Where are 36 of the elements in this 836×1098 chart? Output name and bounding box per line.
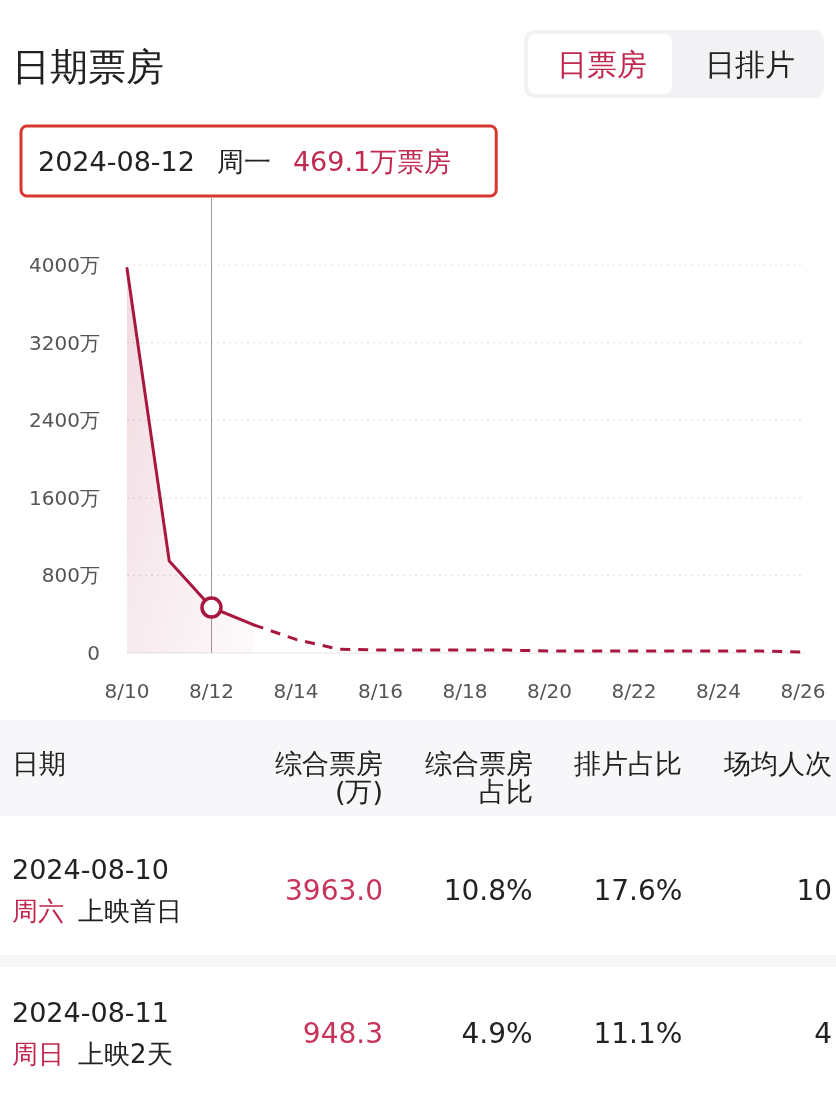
- category-label: 综合票房占比: [424, 747, 533, 807]
- category-label: 日期: [12, 747, 66, 779]
- text: 948.3: [302, 1016, 383, 1050]
- category-label: 综合票房(万): [275, 747, 383, 807]
- y-tick-label: 800万: [41, 563, 100, 588]
- text: 17.6%: [593, 873, 683, 907]
- y-tick-label: 4000万: [29, 253, 100, 277]
- x-tick-label: 8/14: [273, 679, 319, 703]
- text: 4: [814, 1016, 833, 1050]
- x-tick-label: 8/20: [527, 679, 572, 703]
- x-tick-label: 8/24: [696, 679, 741, 703]
- text: 3963.0: [285, 873, 383, 907]
- x-tick-label: 8/26: [780, 679, 826, 703]
- category-label: 场均人次: [723, 747, 833, 779]
- text: 11.1%: [593, 1016, 683, 1050]
- category-label: 周日 上映2天: [12, 1039, 173, 1069]
- x-tick-label: 8/18: [442, 679, 488, 703]
- category-label: 排片占比: [574, 747, 683, 779]
- category-label: 2024-08-11: [12, 996, 169, 1028]
- x-tick-label: 8/10: [104, 679, 150, 703]
- x-tick-label: 8/16: [358, 679, 403, 703]
- x-tick-label: 8/12: [189, 679, 234, 703]
- text: 日票房: [557, 46, 647, 82]
- category-label: 2024-08-10: [12, 853, 169, 885]
- text: 10: [796, 873, 833, 907]
- text: 4.9%: [461, 1016, 533, 1050]
- x-tick-label: 8/22: [611, 679, 657, 703]
- text: 2024-08-12 周一 469.1万票房: [38, 145, 452, 177]
- category-label: 周六 上映首日: [12, 896, 182, 926]
- y-tick-label: 1600万: [29, 485, 100, 510]
- text: 10.8%: [443, 873, 533, 907]
- y-tick-label: 3200万: [29, 330, 100, 355]
- chart-title: 日期票房: [12, 45, 164, 89]
- text: 日排片: [705, 46, 795, 82]
- y-tick-label: 0: [87, 641, 100, 665]
- y-tick-label: 2400万: [29, 408, 100, 433]
